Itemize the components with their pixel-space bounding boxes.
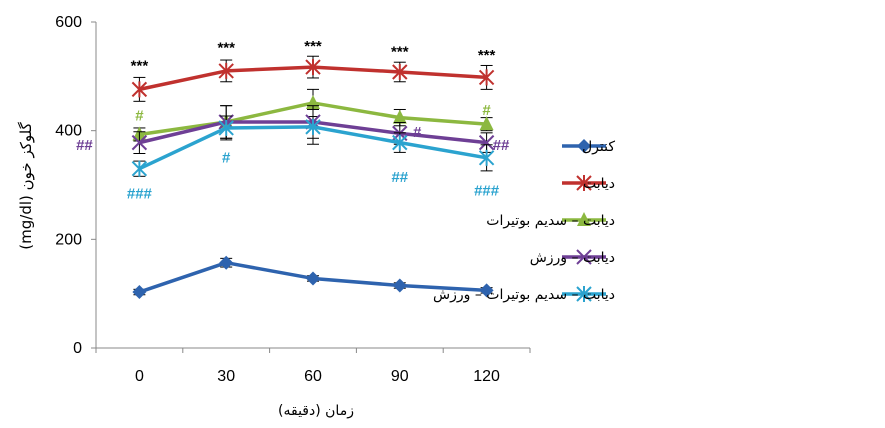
x-tick-label: 30 (217, 368, 235, 385)
data-point (392, 134, 408, 151)
diamond-marker (306, 271, 320, 286)
triangle-marker (392, 109, 407, 124)
data-point (478, 149, 495, 166)
data-point (131, 160, 148, 177)
x-tick-label: 120 (473, 368, 500, 385)
significance-label: *** (478, 47, 496, 64)
significance-label: ### (474, 182, 500, 199)
x-marker-stroke (478, 134, 495, 151)
x-axis-label: زمان (دقیقه) (278, 403, 354, 419)
data-point (392, 63, 408, 80)
series-0 (132, 255, 494, 300)
legend-label: دیابت (583, 176, 615, 192)
significance-label: # (135, 107, 144, 124)
legend-item-1: دیابت (562, 175, 615, 192)
significance-label: *** (131, 57, 149, 74)
data-point (478, 69, 495, 86)
data-point (131, 134, 148, 151)
triangle-marker (577, 212, 591, 226)
data-point (218, 119, 234, 136)
diamond-marker (577, 139, 591, 153)
legend-marker (576, 286, 592, 302)
significance-label: ## (391, 169, 408, 186)
y-tick-label: 0 (73, 340, 82, 357)
legend-label: دیابت – سدیم بوتیرات – ورزش (433, 287, 615, 303)
significance-label: *** (217, 40, 235, 57)
triangle-marker (479, 116, 494, 131)
diamond-marker (392, 278, 407, 293)
diamond-marker (132, 285, 147, 300)
legend-marker (576, 249, 592, 265)
series-4 (131, 108, 495, 177)
data-point (392, 278, 407, 293)
data-point (479, 116, 494, 131)
diamond-marker (479, 283, 494, 298)
series-1 (131, 55, 495, 102)
legend-item-0: کنترل (562, 139, 615, 155)
x-marker-stroke (131, 134, 148, 151)
data-point (479, 283, 494, 298)
significance-label: # (413, 124, 422, 141)
legend: کنترل دیابت دیابت – سدیم بوتیرات دیابت – ور… (433, 139, 615, 303)
data-point (219, 255, 234, 270)
significance-label: *** (304, 38, 322, 55)
legend-item-2: دیابت – سدیم بوتیرات (486, 212, 615, 229)
x-tick-label: 90 (391, 368, 409, 385)
significance-label: # (222, 149, 231, 166)
significance-label: ## (493, 137, 510, 154)
data-point (392, 109, 407, 124)
legend-label: کنترل (582, 139, 615, 155)
x-tick-label: 60 (304, 368, 322, 385)
significance-label: *** (391, 43, 409, 60)
y-axis-label: گلوکز خون (mg/dl) (17, 121, 35, 249)
legend-item-3: دیابت – ورزش (530, 249, 615, 266)
x-marker-stroke (576, 249, 592, 265)
data-point (131, 81, 148, 98)
legend-marker (577, 139, 591, 153)
x-tick-label: 0 (135, 368, 144, 385)
y-tick-label: 600 (55, 14, 82, 31)
legend-item-4: دیابت – سدیم بوتیرات – ورزش (433, 286, 615, 303)
y-tick-label: 200 (55, 231, 82, 248)
data-point (305, 59, 321, 76)
data-point (306, 271, 320, 286)
y-tick-label: 400 (55, 123, 82, 140)
data-point (218, 62, 234, 79)
legend-marker (577, 212, 591, 226)
legend-marker (576, 175, 592, 191)
data-point (132, 285, 147, 300)
data-point (305, 118, 321, 135)
legend-label: دیابت – ورزش (530, 250, 615, 266)
legend-label: دیابت – سدیم بوتیرات (486, 213, 615, 229)
significance-label: ### (127, 186, 153, 203)
series-2 (132, 88, 494, 142)
data-point (478, 134, 495, 151)
significance-label: ## (76, 137, 93, 154)
significance-label: # (482, 102, 491, 119)
diamond-marker (219, 255, 234, 270)
